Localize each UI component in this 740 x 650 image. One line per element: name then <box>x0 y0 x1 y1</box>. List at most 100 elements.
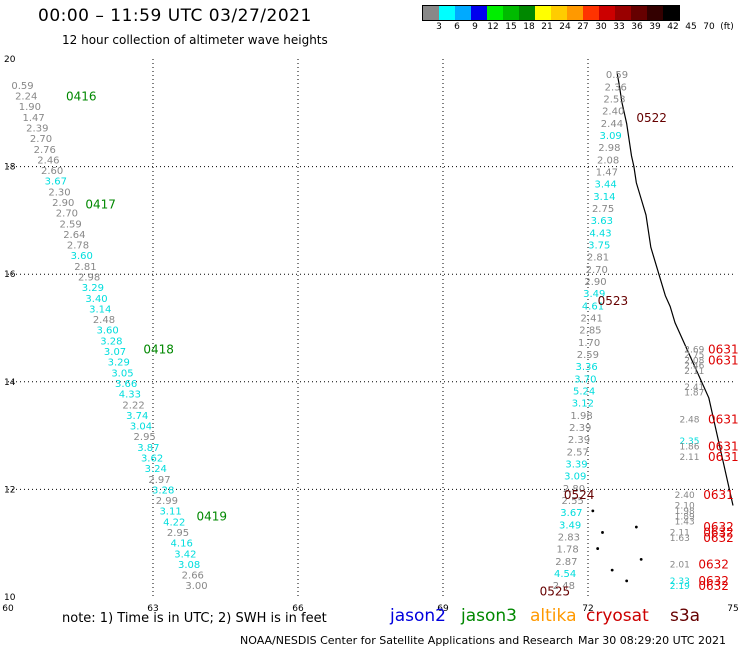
left-track-value: 3.66 <box>115 379 137 390</box>
legend-cryosat: cryosat <box>586 606 649 626</box>
right-track-value: 3.67 <box>560 508 582 519</box>
legend-label: 30 <box>595 22 607 32</box>
far-right-value: 1.98 <box>675 507 695 517</box>
far-right-time-label: 0631 <box>708 412 739 426</box>
right-track-value: 1.70 <box>578 338 600 349</box>
right-track-value: 2.41 <box>581 314 603 325</box>
y-tick-label: 18 <box>4 163 16 173</box>
right-track-value: 3.63 <box>591 216 613 227</box>
left-track-value: 2.66 <box>182 571 204 582</box>
right-track-value: 0.59 <box>606 70 628 81</box>
legend-label: 6 <box>454 22 460 32</box>
legend-label: 42 <box>667 22 679 32</box>
left-track-value: 4.33 <box>119 390 141 401</box>
left-track-value: 3.07 <box>104 347 126 358</box>
legend-swatch <box>663 6 679 20</box>
right-track-value: 2.39 <box>568 435 590 446</box>
left-track-value: 2.70 <box>56 209 78 220</box>
left-track-value: 3.62 <box>141 453 163 464</box>
right-track-value: 3.70 <box>574 374 596 385</box>
right-track-value: 3.09 <box>600 131 622 142</box>
legend-swatch <box>423 6 439 20</box>
left-track-value: 3.28 <box>100 336 122 347</box>
right-track-value: 4.61 <box>582 301 604 312</box>
right-track-value: 3.12 <box>572 399 594 410</box>
page-subtitle: 12 hour collection of altimeter wave hei… <box>62 33 328 47</box>
right-track-value: 2.48 <box>553 581 575 592</box>
right-track-value: 2.87 <box>555 557 577 568</box>
left-track-value: 3.05 <box>111 368 133 379</box>
legend-label: 15 <box>505 22 517 32</box>
legend-label: 45 <box>685 22 697 32</box>
left-track-value: 4.16 <box>171 539 193 550</box>
far-right-time-label: 0632 <box>698 579 729 593</box>
far-right-time-label: 0632 <box>698 558 729 572</box>
legend-label: 21 <box>541 22 553 32</box>
legend-label: 33 <box>613 22 625 32</box>
left-track-time-label: 0417 <box>85 197 116 211</box>
far-right-value: 1.87 <box>684 389 704 399</box>
right-track-value: 3.39 <box>565 460 587 471</box>
far-right-value: 2.11 <box>679 453 699 463</box>
left-track-time-label: 0418 <box>143 343 174 357</box>
left-track-value: 1.47 <box>22 113 44 124</box>
left-track-value: 3.28 <box>152 485 174 496</box>
legend-label: 3 <box>436 22 442 32</box>
legend-label: 70 <box>703 22 715 32</box>
legend-swatches <box>422 5 680 21</box>
legend-swatch <box>551 6 567 20</box>
left-track-value: 2.78 <box>67 241 89 252</box>
legend-swatch <box>487 6 503 20</box>
left-track-value: 3.14 <box>89 304 111 315</box>
right-track-value: 1.47 <box>596 167 618 178</box>
far-right-value: 2.11 <box>670 528 690 538</box>
far-right-value: 1.89 <box>675 512 695 522</box>
legend-swatch <box>503 6 519 20</box>
right-track-value: 2.90 <box>584 277 606 288</box>
left-track-value: 2.39 <box>26 123 48 134</box>
right-track-time-label: 0525 <box>540 585 571 599</box>
island <box>596 547 600 550</box>
right-track-value: 2.44 <box>601 119 623 130</box>
legend-swatch <box>455 6 471 20</box>
left-track-value: 2.22 <box>122 400 144 411</box>
far-right-value: 2.08 <box>684 356 704 366</box>
legend-swatch <box>599 6 615 20</box>
x-tick-label: 75 <box>727 604 738 614</box>
legend-label: (ft) <box>720 22 734 32</box>
x-tick-label: 66 <box>292 604 304 614</box>
far-right-time-label: 0631 <box>703 488 734 502</box>
left-track-time-label: 0416 <box>66 90 97 104</box>
right-track-value: 2.80 <box>563 484 585 495</box>
x-tick-label: 60 <box>2 604 14 614</box>
right-track-time-label: 0523 <box>598 294 629 308</box>
far-right-time-label: 0632 <box>698 574 729 588</box>
far-right-value: 2.01 <box>670 561 690 571</box>
far-right-value: 2.69 <box>684 346 704 356</box>
y-tick-label: 14 <box>4 378 16 388</box>
left-track-value: 2.30 <box>48 187 70 198</box>
far-right-time-label: 0632 <box>703 531 734 545</box>
y-tick-label: 20 <box>4 55 16 65</box>
island <box>639 557 643 561</box>
right-track-value: 2.85 <box>579 326 601 337</box>
left-track-value: 3.42 <box>174 549 196 560</box>
right-track-time-label: 0522 <box>636 111 667 125</box>
left-track-value: 3.74 <box>126 411 148 422</box>
left-track-time-label: 0419 <box>197 509 228 523</box>
left-track-value: 2.81 <box>74 262 96 273</box>
far-right-value: 2.19 <box>670 582 690 592</box>
left-track-value: 2.90 <box>52 198 74 209</box>
far-right-value: 2.33 <box>670 577 690 587</box>
timestamp-text: Mar 30 08:29:20 UTC 2021 <box>578 634 726 647</box>
left-track-value: 2.59 <box>59 219 81 230</box>
left-track-value: 3.04 <box>130 422 152 433</box>
legend-label: 12 <box>487 22 499 32</box>
left-track-value: 2.99 <box>156 496 178 507</box>
legend-swatch <box>615 6 631 20</box>
legend-label: 27 <box>577 22 589 32</box>
far-right-value: 2.10 <box>675 502 695 512</box>
right-track-value: 2.98 <box>598 143 620 154</box>
right-track-value: 3.09 <box>564 472 586 483</box>
right-track-value: 2.83 <box>558 533 580 544</box>
